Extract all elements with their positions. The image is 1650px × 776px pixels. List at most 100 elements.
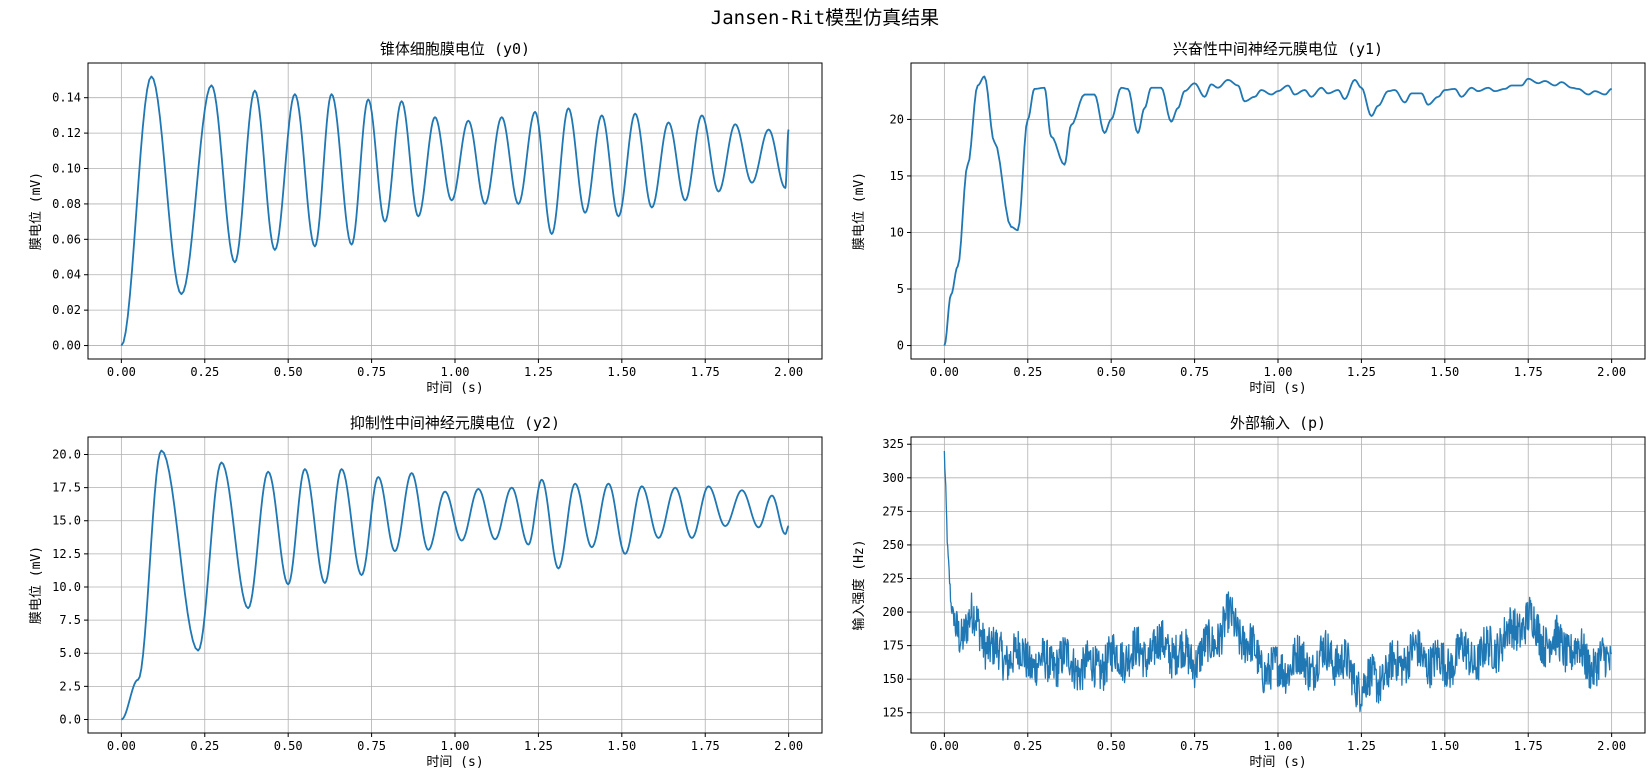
y-tick-label: 7.5 (59, 613, 81, 627)
x-tick-label: 1.25 (1347, 739, 1376, 753)
x-tick-label: 0.75 (1180, 739, 1209, 753)
x-tick-label: 1.75 (691, 365, 720, 379)
x-tick-label: 2.00 (774, 739, 803, 753)
y-tick-label: 225 (882, 571, 904, 585)
x-tick-label: 0.75 (357, 365, 386, 379)
x-axis-label: 时间 (s) (1249, 381, 1306, 396)
y-tick-label: 0.08 (52, 197, 81, 211)
series-line (943, 75, 1612, 346)
y-tick-label: 17.5 (52, 481, 81, 495)
x-axis: 0.00 0.25 0.50 0.75 1.00 1.25 1.50 1.75 2.00 (107, 359, 803, 379)
grid-lines (88, 437, 822, 733)
x-tick-label: 1.25 (1347, 365, 1376, 379)
y-tick-label: 10.0 (52, 580, 81, 594)
x-tick-label: 0.00 (930, 365, 959, 379)
series-line (943, 450, 1612, 713)
y-tick-label: 300 (882, 471, 904, 485)
series-line (120, 75, 790, 347)
x-tick-label: 0.00 (107, 365, 136, 379)
x-tick-label: 1.50 (607, 365, 636, 379)
x-tick-label: 0.25 (1013, 739, 1042, 753)
x-axis: 0.00 0.25 0.50 0.75 1.00 1.25 1.50 1.75 2.00 (930, 733, 1626, 753)
y-tick-label: 0.04 (52, 268, 81, 282)
x-tick-label: 0.25 (1013, 365, 1042, 379)
y-axis: 0.00 0.02 0.04 0.06 0.08 0.10 0.12 0.14 (52, 91, 88, 353)
y-tick-label: 325 (882, 437, 904, 451)
x-tick-label: 0.75 (357, 739, 386, 753)
y-tick-label: 10 (890, 225, 904, 239)
x-tick-label: 1.00 (441, 739, 470, 753)
y-axis-label: 输入强度 (Hz) (851, 539, 867, 630)
x-tick-label: 1.75 (1514, 739, 1543, 753)
y-tick-label: 12.5 (52, 547, 81, 561)
y-tick-label: 0.06 (52, 232, 81, 246)
grid-lines (911, 63, 1645, 359)
subplots: 0.00 0.25 0.50 0.75 1.00 1.25 1.50 1.75 2.000.00… (29, 40, 1646, 770)
y-tick-label: 0.12 (52, 126, 81, 140)
x-tick-label: 0.50 (274, 739, 303, 753)
y-tick-label: 175 (882, 639, 904, 653)
y-tick-label: 15.0 (52, 514, 81, 528)
x-axis-label: 时间 (s) (426, 381, 483, 396)
y-tick-label: 275 (882, 504, 904, 518)
x-tick-label: 1.00 (1264, 365, 1293, 379)
x-axis: 0.00 0.25 0.50 0.75 1.00 1.25 1.50 1.75 2.00 (107, 733, 803, 753)
subplot-1: 0.00 0.25 0.50 0.75 1.00 1.25 1.50 1.75 2.000.00… (29, 40, 823, 396)
x-tick-label: 1.00 (1264, 739, 1293, 753)
subplot-title: 锥体细胞膜电位 (y0) (380, 40, 530, 58)
x-axis: 0.00 0.25 0.50 0.75 1.00 1.25 1.50 1.75 2.00 (930, 359, 1626, 379)
x-tick-label: 0.50 (1097, 739, 1126, 753)
y-tick-label: 0.0 (59, 712, 81, 726)
subplot-title: 外部输入 (p) (1230, 414, 1326, 432)
y-tick-label: 125 (882, 706, 904, 720)
y-tick-label: 200 (882, 605, 904, 619)
subplot-2: 0.00 0.25 0.50 0.75 1.00 1.25 1.50 1.75 2.00 0 5 10… (852, 40, 1646, 396)
x-tick-label: 0.50 (274, 365, 303, 379)
x-tick-label: 2.00 (1597, 365, 1626, 379)
y-tick-label: 20 (890, 112, 904, 126)
subplot-4: 0.00 0.25 0.50 0.75 1.00 1.25 1.50 1.75 2.001251… (851, 414, 1646, 770)
y-tick-label: 5 (897, 282, 904, 296)
x-tick-label: 0.25 (190, 365, 219, 379)
y-tick-label: 2.5 (59, 679, 81, 693)
y-axis-label: 膜电位 (mV) (29, 546, 44, 624)
y-tick-label: 5.0 (59, 646, 81, 660)
y-tick-label: 0.00 (52, 339, 81, 353)
figure-title: Jansen-Rit模型仿真结果 (711, 7, 939, 29)
series-line (121, 449, 790, 721)
y-tick-label: 0.10 (52, 162, 81, 176)
subplot-title: 抑制性中间神经元膜电位 (y2) (350, 414, 560, 432)
y-tick-label: 0 (897, 339, 904, 353)
y-axis: 125 150 175 200 225 250 275 300 325 (882, 437, 911, 720)
x-axis-label: 时间 (s) (426, 755, 483, 770)
x-tick-label: 1.50 (1430, 365, 1459, 379)
x-tick-label: 1.50 (607, 739, 636, 753)
grid-lines (88, 63, 822, 359)
x-tick-label: 0.50 (1097, 365, 1126, 379)
y-tick-label: 250 (882, 538, 904, 552)
subplot-3: 0.00 0.25 0.50 0.75 1.00 1.25 1.50 1.75 2.00 0.0 2… (29, 414, 823, 770)
y-tick-label: 0.14 (52, 91, 81, 105)
x-tick-label: 0.00 (930, 739, 959, 753)
y-axis-label: 膜电位 (mV) (29, 172, 44, 250)
x-tick-label: 0.00 (107, 739, 136, 753)
y-tick-label: 15 (890, 169, 904, 183)
y-axis-label: 膜电位 (mV) (852, 172, 867, 250)
y-axis: 0.0 2.5 5.0 7.5 10.0 12.5 15.0 17.5 20.0 (52, 447, 88, 726)
y-axis: 0 5 10 15 20 (890, 112, 911, 353)
y-tick-label: 20.0 (52, 447, 81, 461)
x-axis-label: 时间 (s) (1249, 755, 1306, 770)
x-tick-label: 0.25 (190, 739, 219, 753)
x-tick-label: 0.75 (1180, 365, 1209, 379)
y-tick-label: 150 (882, 672, 904, 686)
x-tick-label: 1.75 (1514, 365, 1543, 379)
x-tick-label: 2.00 (774, 365, 803, 379)
x-tick-label: 1.50 (1430, 739, 1459, 753)
subplot-title: 兴奋性中间神经元膜电位 (y1) (1173, 40, 1383, 58)
x-tick-label: 2.00 (1597, 739, 1626, 753)
x-tick-label: 1.25 (524, 739, 553, 753)
y-tick-label: 0.02 (52, 303, 81, 317)
x-tick-label: 1.25 (524, 365, 553, 379)
x-tick-label: 1.00 (441, 365, 470, 379)
